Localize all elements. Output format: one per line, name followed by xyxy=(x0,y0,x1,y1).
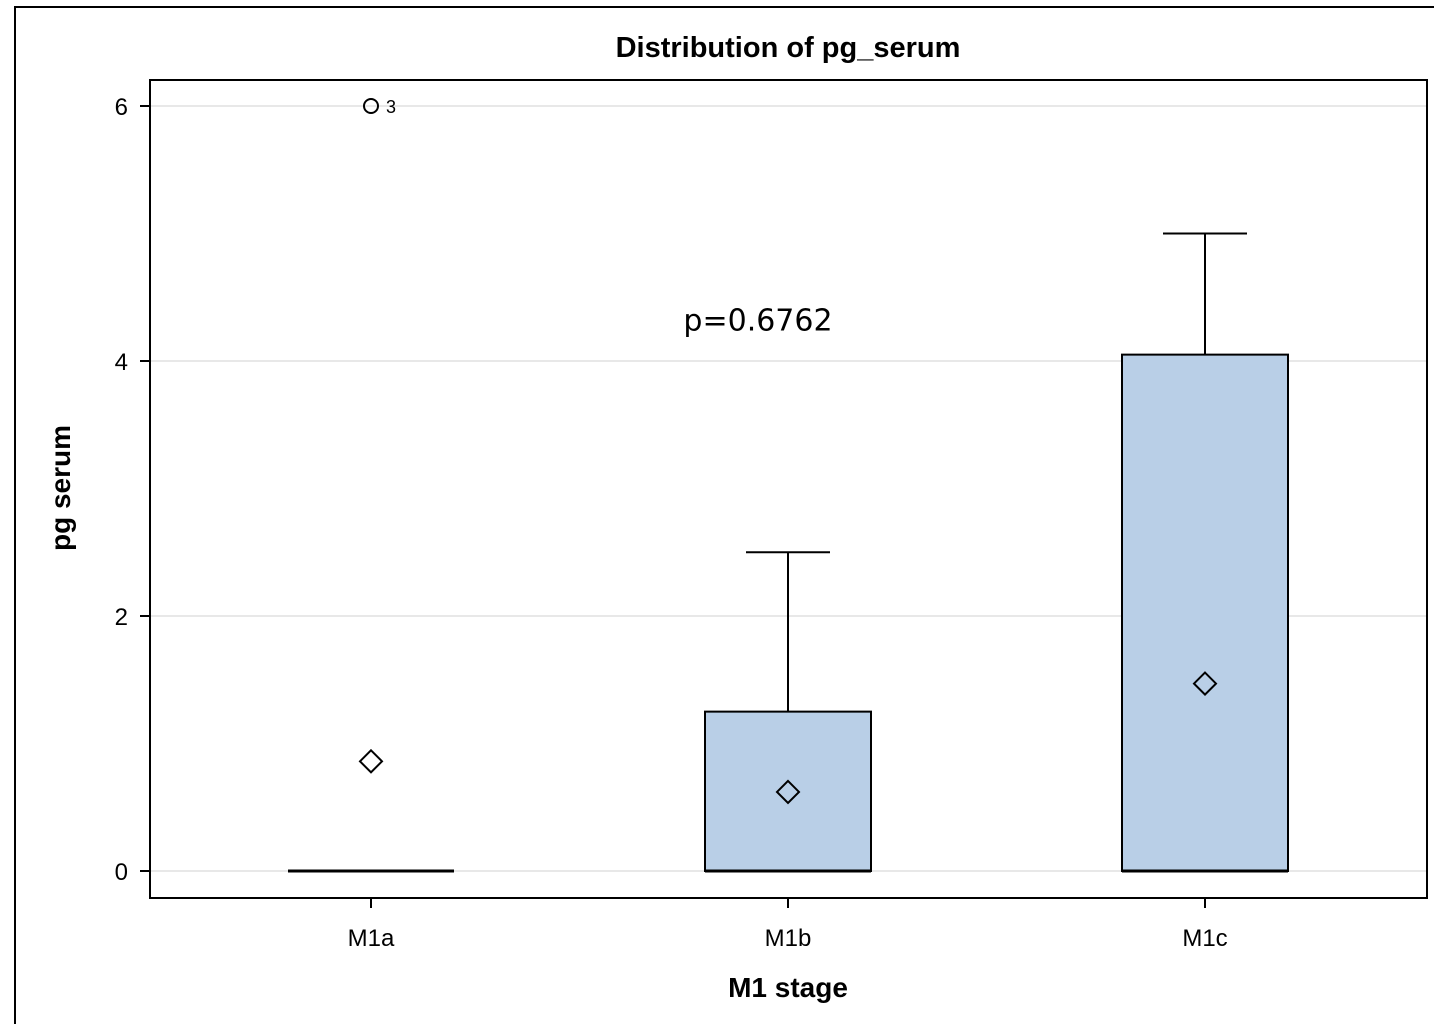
box-M1a: 3 xyxy=(288,97,454,873)
y-tick-label: 6 xyxy=(115,94,128,121)
x-axis-label: M1 stage xyxy=(728,972,848,1003)
boxes: 3 xyxy=(288,97,1289,873)
outlier-label: 3 xyxy=(386,97,396,117)
p-value-annotation: p=0.6762 xyxy=(683,304,832,339)
box-body xyxy=(704,710,872,872)
chart-title: Distribution of pg_serum xyxy=(616,32,961,64)
box-M1b xyxy=(704,551,872,873)
x-tick-label: M1c xyxy=(1182,925,1227,952)
mean-marker xyxy=(358,748,384,774)
outlier-point xyxy=(363,98,379,114)
y-axis-label: pg serum xyxy=(45,425,76,551)
box-M1c xyxy=(1121,232,1289,873)
figure-frame xyxy=(14,6,1434,1024)
box-body xyxy=(1121,353,1289,872)
axis-ticks: 0 2 4 6 M1a M1b M1c xyxy=(115,94,1228,952)
x-tick-label: M1a xyxy=(348,925,395,952)
y-tick-label: 0 xyxy=(115,859,128,886)
mean-marker xyxy=(775,779,801,805)
y-tick-label: 2 xyxy=(115,604,128,631)
mean-marker xyxy=(1192,671,1218,696)
y-tick-label: 4 xyxy=(115,349,128,376)
x-tick-label: M1b xyxy=(765,925,812,952)
